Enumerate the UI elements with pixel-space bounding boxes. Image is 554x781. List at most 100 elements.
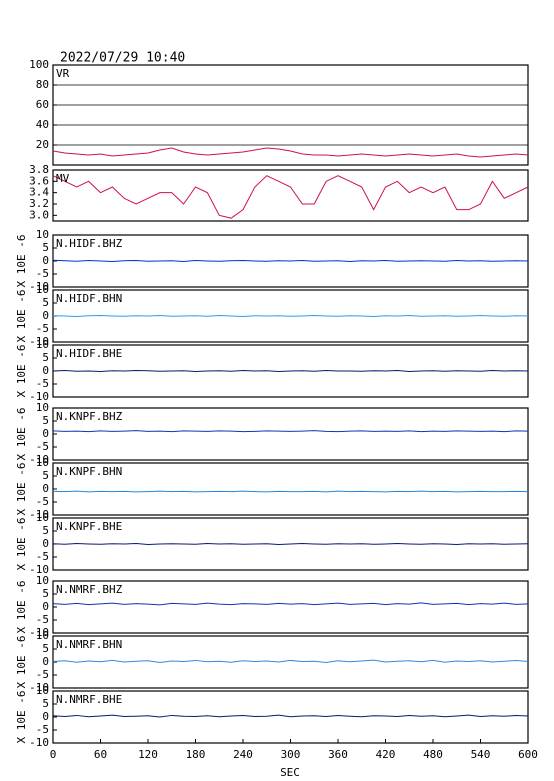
- y-tick-label: 3.6: [29, 174, 49, 187]
- x-tick-label: 120: [138, 748, 158, 761]
- y-tick-label: -5: [36, 322, 49, 335]
- y-tick-label: 10: [36, 511, 49, 524]
- y-axis-label: X 10E -6: [15, 691, 28, 744]
- x-tick-label: 540: [471, 748, 491, 761]
- y-tick-label: -5: [36, 267, 49, 280]
- y-axis-label: X 10E -6: [15, 518, 28, 571]
- y-tick-label: 60: [36, 98, 49, 111]
- panel-name: N.HIDF.BHE: [56, 347, 122, 360]
- panel-name: N.HIDF.BHN: [56, 292, 122, 305]
- panel-frame: [52, 169, 529, 222]
- trace: [52, 259, 529, 263]
- y-axis-label: X 10E -6: [15, 636, 28, 689]
- x-tick-label: 300: [281, 748, 301, 761]
- x-tick-label: 180: [186, 748, 206, 761]
- trace: [52, 314, 529, 318]
- panel-frame: [52, 407, 529, 461]
- y-tick-label: 0: [42, 600, 49, 613]
- y-tick-label: -10: [29, 280, 49, 293]
- y-tick-label: 5: [42, 524, 49, 537]
- y-tick-label: -5: [36, 495, 49, 508]
- y-tick-label: -10: [29, 508, 49, 521]
- x-tick-label: 480: [423, 748, 443, 761]
- y-tick-label: 20: [36, 138, 49, 151]
- y-tick-label: 5: [42, 296, 49, 309]
- panel-name: N.NMRF.BHZ: [56, 583, 123, 596]
- chart-title: 2022/07/29 10:40: [60, 51, 185, 66]
- panel-frame: [52, 580, 529, 634]
- y-tick-label: 10: [36, 629, 49, 642]
- y-tick-label: 10: [36, 228, 49, 241]
- y-tick-label: -5: [36, 377, 49, 390]
- y-tick-label: -10: [29, 736, 49, 749]
- x-tick-label: 240: [233, 748, 253, 761]
- x-tick-label: 420: [376, 748, 396, 761]
- y-tick-label: 5: [42, 697, 49, 710]
- x-tick-label: 0: [50, 748, 57, 761]
- y-tick-label: 40: [36, 118, 49, 131]
- y-tick-label: -10: [29, 390, 49, 403]
- y-axis-label: X 10E -6: [15, 235, 28, 288]
- trace: [52, 369, 529, 373]
- y-tick-label: 3.2: [29, 197, 49, 210]
- y-tick-label: -10: [29, 563, 49, 576]
- y-tick-label: 0: [42, 364, 49, 377]
- panel-name: MV: [56, 172, 70, 185]
- x-axis-label: SEC: [280, 766, 300, 779]
- y-axis-label: X 10E -6: [15, 290, 28, 343]
- y-axis-label: X 10E -6: [15, 463, 28, 516]
- y-tick-label: 0: [42, 254, 49, 267]
- y-tick-label: 3.8: [29, 163, 49, 176]
- trace: [52, 714, 529, 718]
- panel-name: N.KNPF.BHZ: [56, 410, 123, 423]
- trace: [52, 542, 529, 546]
- y-tick-label: 100: [29, 58, 49, 71]
- y-axis-label: X 10E -6: [15, 581, 28, 634]
- y-tick-label: 0: [42, 309, 49, 322]
- trace: [52, 602, 529, 606]
- y-tick-label: -5: [36, 440, 49, 453]
- y-tick-label: 5: [42, 351, 49, 364]
- y-tick-label: -5: [36, 550, 49, 563]
- y-tick-label: -10: [29, 681, 49, 694]
- y-tick-label: 5: [42, 642, 49, 655]
- y-tick-label: 5: [42, 587, 49, 600]
- panel-frame: [52, 64, 529, 166]
- panel-name: N.NMRF.BHE: [56, 693, 122, 706]
- y-tick-label: 0: [42, 710, 49, 723]
- y-tick-label: 3.4: [29, 186, 49, 199]
- y-tick-label: 80: [36, 78, 49, 91]
- x-tick-label: 60: [94, 748, 107, 761]
- y-tick-label: 10: [36, 401, 49, 414]
- y-tick-label: 5: [42, 241, 49, 254]
- x-tick-label: 360: [328, 748, 348, 761]
- y-tick-label: -5: [36, 613, 49, 626]
- y-tick-label: -10: [29, 335, 49, 348]
- y-tick-label: 10: [36, 684, 49, 697]
- trace: [52, 659, 529, 664]
- y-tick-label: 3.0: [29, 208, 49, 221]
- y-axis-label: X 10E -6: [15, 345, 28, 398]
- trace: [52, 147, 529, 158]
- y-tick-label: -5: [36, 723, 49, 736]
- y-tick-label: -10: [29, 453, 49, 466]
- panel-name: N.KNPF.BHE: [56, 520, 122, 533]
- y-tick-label: 10: [36, 338, 49, 351]
- y-tick-label: -5: [36, 668, 49, 681]
- panel-name: N.NMRF.BHN: [56, 638, 122, 651]
- trace: [52, 175, 529, 219]
- panel-name: N.HIDF.BHZ: [56, 237, 123, 250]
- panel-frame: [52, 462, 529, 516]
- panel-name: VR: [56, 67, 70, 80]
- y-tick-label: 10: [36, 283, 49, 296]
- trace: [52, 430, 529, 433]
- y-tick-label: 0: [42, 655, 49, 668]
- y-tick-label: 0: [42, 482, 49, 495]
- y-tick-label: 10: [36, 574, 49, 587]
- y-tick-label: 10: [36, 456, 49, 469]
- y-tick-label: 0: [42, 537, 49, 550]
- x-tick-label: 600: [518, 748, 538, 761]
- y-tick-label: 5: [42, 469, 49, 482]
- y-axis-label: X 10E -6: [15, 408, 28, 461]
